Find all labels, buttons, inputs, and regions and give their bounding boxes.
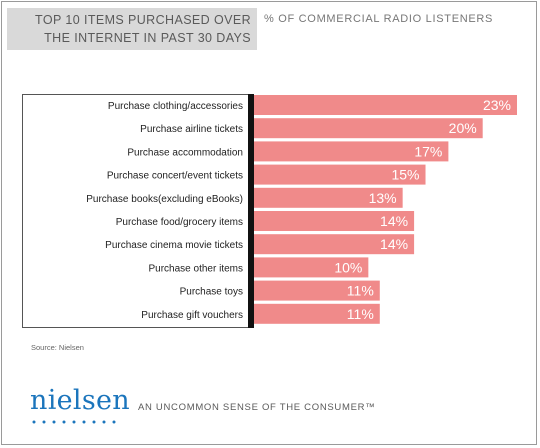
category-label: Purchase clothing/accessories bbox=[108, 101, 243, 112]
title-box: TOP 10 ITEMS PURCHASED OVER THE INTERNET… bbox=[7, 8, 257, 50]
bar-value-label: 10% bbox=[334, 259, 362, 275]
bar-value-label: 20% bbox=[449, 120, 477, 136]
bar-value-label: 14% bbox=[380, 236, 408, 252]
chart-subtitle: % OF COMMERCIAL RADIO LISTENERS bbox=[264, 13, 494, 25]
chart-title-line2: THE INTERNET IN PAST 30 DAYS bbox=[44, 31, 251, 45]
bar-8 bbox=[254, 257, 369, 278]
bar-value-label: 14% bbox=[380, 213, 408, 229]
bar-10 bbox=[254, 303, 380, 324]
category-label: Purchase toys bbox=[180, 287, 243, 298]
bar-value-label: 17% bbox=[414, 143, 442, 159]
category-label: Purchase food/grocery items bbox=[116, 217, 243, 228]
category-label: Purchase airline tickets bbox=[140, 124, 243, 135]
axis-bar bbox=[248, 94, 254, 328]
bar-6 bbox=[254, 211, 415, 231]
bar-value-label: 11% bbox=[347, 283, 374, 299]
category-label: Purchase concert/event tickets bbox=[107, 171, 243, 182]
chart-title-line1: TOP 10 ITEMS PURCHASED OVER bbox=[35, 13, 251, 27]
bar-5 bbox=[254, 187, 403, 208]
bar-value-label: 15% bbox=[391, 167, 419, 183]
bar-9 bbox=[254, 280, 380, 301]
bar-value-label: 11% bbox=[347, 306, 374, 322]
bar-value-label: 13% bbox=[369, 190, 397, 206]
bar-4 bbox=[254, 164, 426, 185]
category-label: Purchase accommodation bbox=[127, 147, 243, 158]
source-note: Source: Nielsen bbox=[31, 343, 84, 352]
brand-tagline: AN UNCOMMON SENSE OF THE CONSUMER™ bbox=[138, 402, 376, 413]
logo-wordmark: nielsen bbox=[30, 385, 130, 416]
category-label: Purchase gift vouchers bbox=[141, 310, 243, 321]
bar-3 bbox=[254, 141, 449, 162]
category-label: Purchase other items bbox=[149, 263, 244, 274]
category-label: Purchase cinema movie tickets bbox=[105, 240, 243, 251]
bar-7 bbox=[254, 234, 415, 255]
category-label-panel bbox=[22, 94, 250, 328]
bar-1 bbox=[254, 95, 517, 115]
logo-dots-icon bbox=[32, 420, 116, 424]
bar-2 bbox=[254, 118, 483, 139]
bar-value-label: 23% bbox=[483, 97, 511, 113]
nielsen-logo: nielsen bbox=[30, 385, 130, 425]
category-label: Purchase books(excluding eBooks) bbox=[86, 194, 243, 205]
